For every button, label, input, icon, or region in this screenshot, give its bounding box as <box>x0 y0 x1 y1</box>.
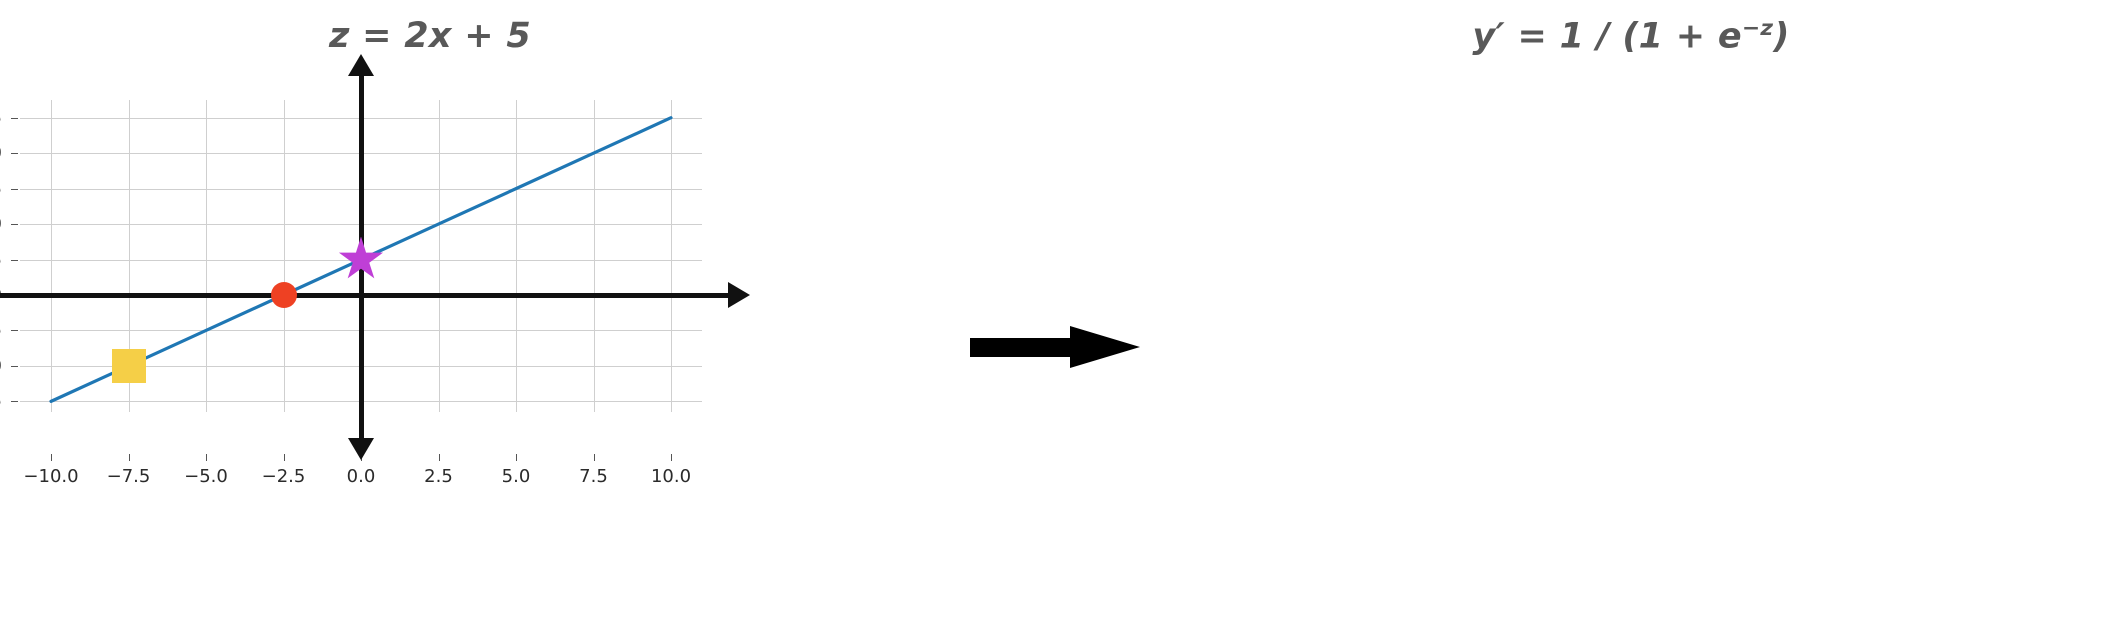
y-tick-label: 20 <box>0 143 2 164</box>
x-tick-label: −5.0 <box>184 466 228 487</box>
chart-panel-linear: z = 2x + 5 −15−10−50510152025−10.0−7.5−5… <box>0 0 960 618</box>
chart-title-sigmoid-sup: −z <box>1741 16 1774 41</box>
chart-title-sigmoid-eq: = 1 / (1 + e <box>1505 16 1742 57</box>
chart-title-sigmoid: y′ = 1 / (1 + e−z) <box>1151 16 2111 57</box>
flow-arrow-icon <box>970 326 1140 368</box>
y-tick-mark <box>11 401 18 403</box>
chart-panel-sigmoid: y′ = 1 / (1 + e−z) 0.00.20.40.60.81.0−10… <box>1156 0 2116 618</box>
plot-area-linear: −15−10−50510152025−10.0−7.5−5.0−2.50.02.… <box>0 54 750 487</box>
x-tick-label: −7.5 <box>106 466 151 487</box>
y-tick-mark <box>11 330 18 332</box>
chart-title-sigmoid-lhs: y′ <box>1472 16 1506 57</box>
gridline-vertical <box>593 100 595 412</box>
x-tick-label: 10.0 <box>650 466 692 487</box>
y-tick-label: −10 <box>0 355 2 376</box>
y-axis-arrow-down-icon <box>348 438 374 460</box>
x-tick-label: 7.5 <box>579 466 608 487</box>
y-tick-label: 25 <box>0 107 2 128</box>
x-tick-label: 2.5 <box>424 466 453 487</box>
x-tick-label: 0.0 <box>346 466 376 487</box>
y-tick-mark <box>11 259 18 261</box>
x-tick-label: −2.5 <box>261 466 306 487</box>
y-axis-arrow-up-icon <box>348 54 374 76</box>
gridline-vertical <box>206 100 207 412</box>
x-tick-mark <box>593 454 595 461</box>
x-axis-arrow-right-icon <box>728 282 750 308</box>
y-tick-mark <box>11 153 18 155</box>
y-tick-mark <box>11 188 18 190</box>
y-tick-label: 5 <box>0 249 2 270</box>
flow-arrow-head <box>1070 326 1140 368</box>
x-tick-mark <box>128 454 130 461</box>
gridline-vertical <box>516 100 517 412</box>
gridline-vertical <box>128 100 130 412</box>
x-tick-mark <box>671 454 672 461</box>
x-tick-label: −10.0 <box>23 466 79 487</box>
chart-title-sigmoid-tail: ) <box>1773 16 1790 57</box>
y-tick-label: 15 <box>0 178 2 199</box>
gridline-vertical <box>51 100 52 412</box>
x-tick-mark <box>283 454 285 461</box>
flow-arrow-shaft <box>970 338 1078 357</box>
x-tick-mark <box>438 454 440 461</box>
gridline-vertical <box>438 100 440 412</box>
y-tick-mark <box>11 365 18 367</box>
chart-title-linear-text: z = 2x + 5 <box>328 16 532 56</box>
x-axis-line <box>0 292 728 298</box>
y-tick-label: −15 <box>0 391 2 412</box>
x-tick-mark <box>51 454 52 461</box>
chart-title-linear: z = 2x + 5 <box>0 16 910 56</box>
gridline-vertical <box>671 100 672 412</box>
y-tick-label: 10 <box>0 214 2 235</box>
y-tick-mark <box>11 117 18 119</box>
x-tick-mark <box>206 454 207 461</box>
x-tick-label: 5.0 <box>501 466 531 487</box>
gridline-vertical <box>283 100 285 412</box>
x-tick-mark <box>516 454 517 461</box>
y-tick-mark <box>11 224 18 226</box>
y-tick-label: −5 <box>0 320 2 341</box>
yellow-square-point <box>111 348 146 383</box>
red-circle-point <box>270 282 297 308</box>
